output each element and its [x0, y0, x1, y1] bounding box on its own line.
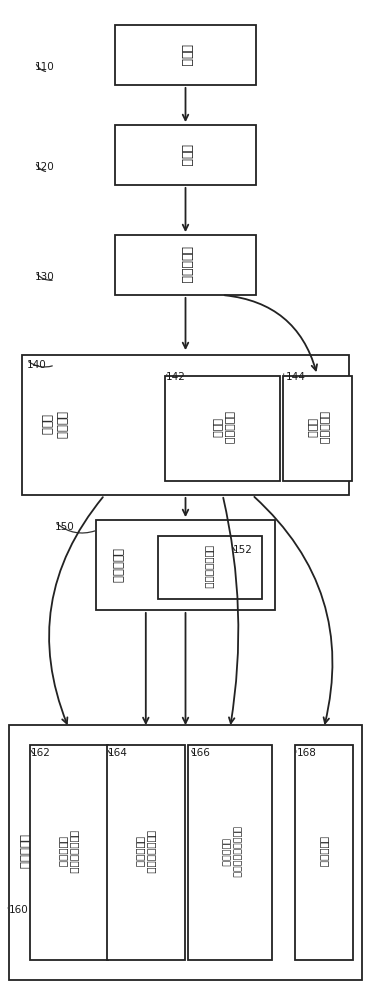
- Text: 162: 162: [31, 748, 51, 758]
- Text: 四维彩色血管造影术
影像输出部: 四维彩色血管造影术 影像输出部: [220, 826, 240, 878]
- Text: 静脉造影术
处理部: 静脉造影术 处理部: [306, 411, 328, 445]
- Text: 颜色强度调节部: 颜色强度调节部: [205, 545, 214, 589]
- Bar: [115, 25, 256, 85]
- Bar: [188, 744, 272, 960]
- Text: 减影动脉造影术
影像输出部: 减影动脉造影术 影像输出部: [58, 830, 79, 874]
- Bar: [295, 744, 352, 960]
- Text: 150: 150: [55, 522, 75, 532]
- Text: 164: 164: [108, 748, 128, 758]
- Text: 动脉造影术
处理部: 动脉造影术 处理部: [212, 411, 233, 445]
- Text: 166: 166: [191, 748, 211, 758]
- Text: 颜色编码部: 颜色编码部: [110, 548, 124, 582]
- Bar: [22, 355, 349, 495]
- Text: 输入部: 输入部: [179, 44, 192, 66]
- Text: 减影影像
处理部: 减影影像 处理部: [40, 411, 68, 439]
- Text: 152: 152: [233, 545, 253, 555]
- Text: 130: 130: [35, 272, 55, 282]
- Bar: [158, 536, 262, 598]
- Text: 时期设定部: 时期设定部: [179, 246, 192, 284]
- Bar: [165, 375, 280, 481]
- Text: 影像旋转部: 影像旋转部: [319, 836, 329, 868]
- Text: 168: 168: [297, 748, 317, 758]
- Text: 减影静脉造影术
影像输出部: 减影静脉造影术 影像输出部: [135, 830, 157, 874]
- Bar: [107, 744, 185, 960]
- Bar: [9, 724, 362, 980]
- Text: 120: 120: [35, 162, 55, 172]
- Bar: [115, 125, 256, 185]
- Text: 140: 140: [27, 360, 46, 370]
- Text: 提取部: 提取部: [179, 144, 192, 166]
- Text: 144: 144: [286, 372, 306, 382]
- Text: 160: 160: [9, 905, 28, 915]
- Text: 142: 142: [166, 372, 186, 382]
- Bar: [115, 235, 256, 295]
- Bar: [283, 375, 352, 481]
- Text: 110: 110: [35, 62, 55, 72]
- Bar: [30, 744, 108, 960]
- Bar: [96, 520, 275, 610]
- Text: 影像输出部: 影像输出部: [17, 834, 31, 869]
